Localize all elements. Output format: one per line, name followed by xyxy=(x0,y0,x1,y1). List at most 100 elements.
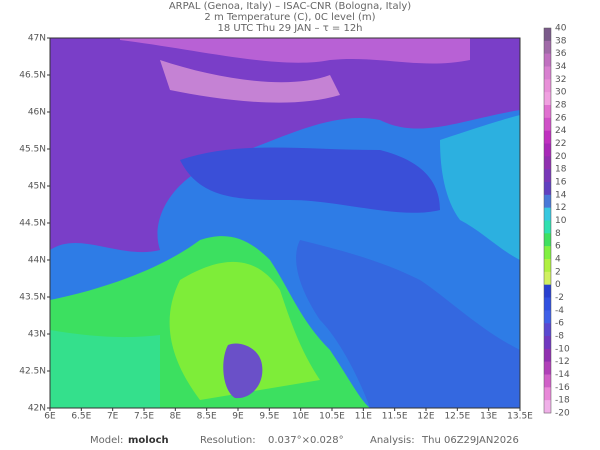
colorbar-segment xyxy=(544,310,551,324)
colorbar-label: -4 xyxy=(555,306,564,316)
colorbar-label: 0 xyxy=(555,280,561,290)
colorbar-label: 34 xyxy=(555,62,567,72)
map xyxy=(49,37,521,409)
lat-label: 42.5N xyxy=(19,367,46,377)
sea-west xyxy=(50,330,160,408)
lon-label: 13.5E xyxy=(507,412,533,422)
colorbar-label: -10 xyxy=(555,344,570,354)
lat-label: 45.5N xyxy=(19,145,46,155)
colorbar-label: 26 xyxy=(555,113,567,123)
colorbar-label: 22 xyxy=(555,139,566,149)
lon-label: 13E xyxy=(480,412,497,422)
lat-label: 42N xyxy=(28,404,46,414)
colorbar-segment xyxy=(544,246,551,260)
lon-label: 12.5E xyxy=(444,412,470,422)
colorbar-segment xyxy=(544,387,551,401)
colorbar-label: -8 xyxy=(555,332,564,342)
colorbar-segment xyxy=(544,156,551,170)
apennines xyxy=(296,240,520,408)
colorbar-segment xyxy=(544,79,551,93)
lon-label: 9.5E xyxy=(259,412,279,422)
colorbar-segment xyxy=(544,194,551,208)
colorbar-segment xyxy=(544,297,551,311)
colorbar-label: -6 xyxy=(555,319,564,329)
colorbar-label: 38 xyxy=(555,36,567,46)
colorbar-label: 28 xyxy=(555,101,567,111)
colorbar-label: 40 xyxy=(555,24,567,34)
adriatic xyxy=(440,115,520,260)
colorbar-segment xyxy=(544,284,551,298)
colorbar-segment xyxy=(544,207,551,221)
lat-label: 43N xyxy=(28,330,46,340)
header-line: 18 UTC Thu 29 JAN – τ = 12h xyxy=(217,23,362,34)
colorbar-segment xyxy=(544,400,551,414)
lon-label: 7.5E xyxy=(134,412,154,422)
high-alps xyxy=(120,38,470,64)
lon-label: 10.5E xyxy=(319,412,345,422)
colorbar-segment xyxy=(544,117,551,131)
colorbar-segment xyxy=(544,374,551,388)
footer-model-label: Model: xyxy=(90,435,123,446)
lat-label: 45N xyxy=(28,182,46,192)
colorbar-label: -20 xyxy=(555,409,570,419)
colorbar-segment xyxy=(544,130,551,144)
colorbar-label: 30 xyxy=(555,88,567,98)
lon-label: 7E xyxy=(107,412,119,422)
colorbar-label: 16 xyxy=(555,178,567,188)
peaks xyxy=(160,60,340,103)
lon-label: 6E xyxy=(44,412,56,422)
header-line: 2 m Temperature (C), 0C level (m) xyxy=(204,12,375,23)
lon-label: 11.5E xyxy=(382,412,408,422)
colorbar-segment xyxy=(544,92,551,106)
colorbar-label: 32 xyxy=(555,75,566,85)
lon-label: 11E xyxy=(355,412,372,422)
colorbar-label: 12 xyxy=(555,203,566,213)
lon-label: 8E xyxy=(170,412,182,422)
lat-label: 44N xyxy=(28,256,46,266)
colorbar-label: -14 xyxy=(555,370,570,380)
lat-label: 47N xyxy=(28,34,46,44)
footer-analysis: Thu 06Z29JAN2026 xyxy=(421,435,519,446)
colorbar-label: 8 xyxy=(555,229,561,239)
colorbar-segment xyxy=(544,220,551,234)
lat-label: 44.5N xyxy=(19,219,46,229)
lon-label: 9E xyxy=(232,412,244,422)
colorbar-segment xyxy=(544,182,551,196)
lat-label: 46.5N xyxy=(19,71,46,81)
colorbar-label: 4 xyxy=(555,255,561,265)
lon-label: 6.5E xyxy=(71,412,91,422)
colorbar-segment xyxy=(544,323,551,337)
colorbar-label: -2 xyxy=(555,293,564,303)
corsica xyxy=(223,343,263,399)
warm-sea xyxy=(169,261,320,400)
colorbar-label: 20 xyxy=(555,152,567,162)
colorbar-segment xyxy=(544,348,551,362)
colorbar-label: -16 xyxy=(555,383,570,393)
colorbar-frame xyxy=(543,27,552,414)
colorbar-label: 2 xyxy=(555,267,561,277)
colorbar-segment xyxy=(544,143,551,157)
colorbar-segment xyxy=(544,28,551,42)
alps-region xyxy=(50,38,520,253)
colorbar-label: 36 xyxy=(555,49,567,59)
colorbar-segment xyxy=(544,361,551,375)
lon-label: 12E xyxy=(417,412,434,422)
colorbar-segment xyxy=(544,233,551,247)
colorbar-segment xyxy=(544,336,551,350)
lat-label: 46N xyxy=(28,108,46,118)
colorbar-label: -12 xyxy=(555,357,570,367)
colorbar-segment xyxy=(544,259,551,273)
colorbar-label: 18 xyxy=(555,165,567,175)
colorbar-label: -18 xyxy=(555,396,570,406)
footer-analysis-label: Analysis: xyxy=(370,435,415,446)
colorbar-segment xyxy=(544,53,551,67)
colorbar-segment xyxy=(544,169,551,183)
colorbar-segment xyxy=(544,271,551,285)
footer-model: moloch xyxy=(128,435,169,446)
header-line: ARPAL (Genoa, Italy) – ISAC-CNR (Bologna… xyxy=(169,1,411,12)
colorbar-label: 10 xyxy=(555,216,567,226)
colorbar-segment xyxy=(544,105,551,119)
lon-label: 8.5E xyxy=(197,412,217,422)
lon-label: 10E xyxy=(292,412,309,422)
